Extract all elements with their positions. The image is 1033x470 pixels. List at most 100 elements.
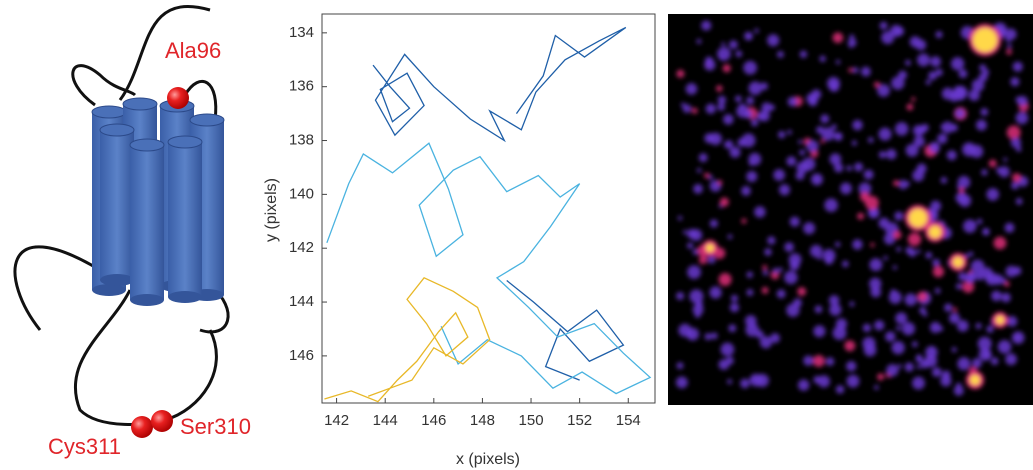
heat-spot xyxy=(762,265,768,271)
heat-spot xyxy=(976,218,983,225)
heat-spot xyxy=(958,187,965,194)
heat-spot xyxy=(897,364,902,369)
heat-spot xyxy=(754,28,759,34)
heat-spot xyxy=(724,142,729,148)
heat-spot xyxy=(917,291,928,302)
heat-spot xyxy=(1000,278,1007,284)
heat-spot xyxy=(1015,96,1023,104)
helix-top xyxy=(189,113,225,127)
heat-spot xyxy=(991,290,1002,302)
heat-spot xyxy=(894,122,909,136)
heat-spot xyxy=(682,230,688,235)
heat-spot xyxy=(860,66,871,77)
heat-spot xyxy=(862,323,872,333)
heat-spot xyxy=(831,124,837,130)
heat-spot xyxy=(817,375,831,388)
x-tick-label: 146 xyxy=(421,412,446,429)
y-tick-label: 138 xyxy=(289,131,314,148)
heat-spot xyxy=(777,51,784,58)
heat-spot xyxy=(1007,43,1012,49)
heat-spot xyxy=(846,374,860,388)
heat-spot xyxy=(717,180,723,185)
heat-spot xyxy=(913,135,925,147)
heat-spot xyxy=(964,272,976,284)
heat-spot xyxy=(957,357,971,371)
heat-spot xyxy=(709,219,718,228)
heat-spot xyxy=(911,341,918,348)
heat-spot xyxy=(760,82,769,91)
heat-spot xyxy=(912,376,925,390)
heat-spot xyxy=(822,249,836,262)
heat-spot xyxy=(682,104,692,113)
heat-spot xyxy=(958,272,967,281)
residue-label: Ala96 xyxy=(165,38,221,63)
heat-spot xyxy=(777,130,786,139)
heat-spot xyxy=(909,36,921,48)
heat-spot xyxy=(832,32,844,44)
heat-spot xyxy=(956,184,961,190)
heat-spot xyxy=(993,236,1007,250)
heat-spot xyxy=(957,320,969,332)
heat-spot xyxy=(848,43,854,48)
heat-spot xyxy=(978,72,988,82)
heat-spot xyxy=(951,57,965,71)
heat-spot xyxy=(778,184,791,196)
heat-spot xyxy=(748,152,762,166)
heat-spot xyxy=(915,355,923,363)
helix xyxy=(168,142,202,297)
heat-spot xyxy=(996,167,1003,174)
heat-spot xyxy=(686,327,700,341)
heat-spot xyxy=(708,175,714,180)
heat-spot xyxy=(810,244,823,258)
heat-spot xyxy=(937,133,948,144)
heat-spot xyxy=(935,68,943,77)
heat-spot xyxy=(907,232,922,246)
loop xyxy=(73,289,218,426)
heat-spot xyxy=(797,287,807,296)
heat-spot xyxy=(916,163,927,174)
x-axis-label: x (pixels) xyxy=(456,451,520,468)
heat-spot xyxy=(735,50,743,58)
heat-spot xyxy=(686,242,694,249)
heat-spot xyxy=(857,212,865,220)
heat-spot xyxy=(986,188,1000,201)
heat-spot xyxy=(975,119,987,131)
heat-spot xyxy=(675,376,688,389)
heat-spot xyxy=(944,303,953,312)
heat-spot xyxy=(721,42,726,47)
y-tick-label: 140 xyxy=(289,185,314,202)
heat-spot xyxy=(925,79,931,85)
heat-spot xyxy=(849,34,855,40)
heat-spot xyxy=(879,21,888,30)
heat-spot xyxy=(962,280,975,293)
heat-spot xyxy=(718,273,732,286)
heat-spot xyxy=(1005,353,1017,366)
heat-spot xyxy=(1006,48,1012,55)
heat-spot xyxy=(677,215,683,221)
heat-spot xyxy=(878,151,887,159)
heat-spot xyxy=(799,149,806,156)
trajectory xyxy=(506,280,625,381)
heat-spot xyxy=(975,322,982,330)
heat-spot xyxy=(941,121,954,134)
heat-spot xyxy=(833,163,844,173)
heat-spot xyxy=(904,362,914,372)
heat-spot xyxy=(948,312,960,324)
x-tick-label: 154 xyxy=(616,412,641,429)
heat-spot xyxy=(746,289,754,296)
heat-spot xyxy=(835,59,841,65)
heat-spot xyxy=(858,182,872,196)
heat-spot xyxy=(1011,181,1019,190)
heat-spot xyxy=(878,127,892,141)
heat-spot xyxy=(710,332,718,340)
heatmap-background xyxy=(668,14,1033,405)
trajectory-plot: 142 144 146 148 150 152 154 134 136 138 140 142 144 1… xyxy=(289,13,656,429)
y-axis-label: y (pixels) xyxy=(263,178,280,242)
heat-spot xyxy=(776,289,786,299)
heat-spot xyxy=(916,53,930,67)
heat-spot xyxy=(905,59,911,66)
heat-spot xyxy=(734,95,742,103)
helix-end xyxy=(92,284,126,296)
heat-spot xyxy=(1004,222,1015,233)
